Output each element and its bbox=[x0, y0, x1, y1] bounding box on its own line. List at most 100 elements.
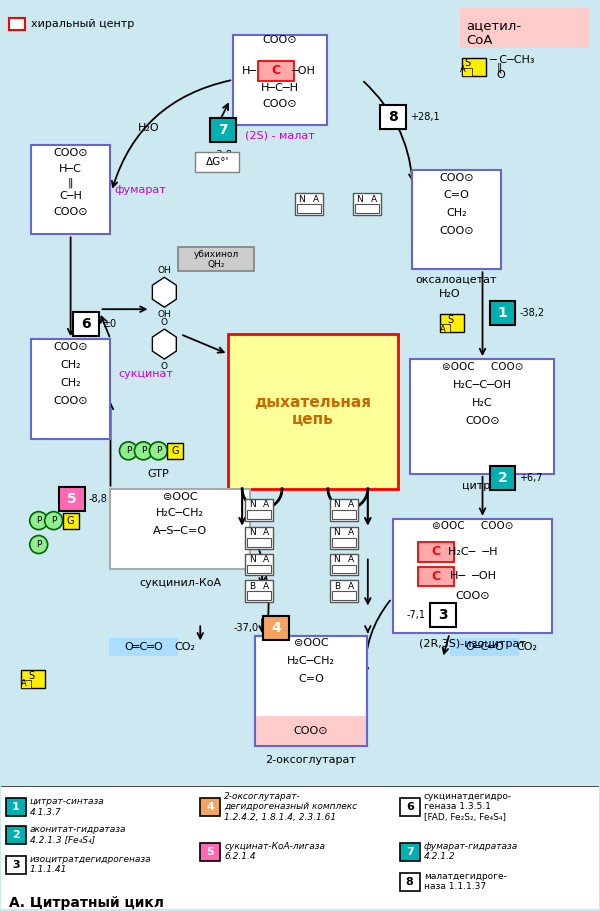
Text: O: O bbox=[161, 362, 168, 371]
Text: H₂C─CH₂: H₂C─CH₂ bbox=[287, 656, 335, 666]
Text: -7,1: -7,1 bbox=[407, 610, 425, 620]
Text: A: A bbox=[348, 528, 354, 537]
Bar bbox=[245, 554, 273, 576]
Text: (2S) - малат: (2S) - малат bbox=[245, 130, 315, 140]
Bar bbox=[330, 580, 358, 602]
Bar bbox=[400, 843, 419, 861]
Bar bbox=[460, 8, 589, 48]
Text: ацетил-
CoA: ацетил- CoA bbox=[467, 19, 521, 47]
Polygon shape bbox=[152, 329, 176, 359]
Bar bbox=[21, 681, 31, 688]
Bar bbox=[247, 509, 271, 518]
Circle shape bbox=[30, 512, 47, 529]
Text: фумарат-гидратаза
4.2.1.2: фумарат-гидратаза 4.2.1.2 bbox=[424, 842, 518, 862]
Bar bbox=[490, 466, 515, 490]
Text: ─OH: ─OH bbox=[291, 66, 315, 76]
Bar bbox=[330, 554, 358, 576]
Bar bbox=[62, 513, 79, 528]
Text: A─S─C=O: A─S─C=O bbox=[153, 526, 208, 536]
Bar bbox=[461, 57, 485, 76]
Text: 5: 5 bbox=[67, 492, 76, 506]
Text: -8,8: -8,8 bbox=[89, 494, 107, 504]
Bar bbox=[59, 486, 85, 511]
Text: C: C bbox=[431, 545, 440, 558]
Bar bbox=[330, 527, 358, 548]
Text: 2: 2 bbox=[497, 471, 508, 485]
Text: A: A bbox=[263, 500, 269, 509]
Bar bbox=[418, 541, 454, 561]
Text: 8: 8 bbox=[406, 876, 413, 886]
Text: малатдегидроге-
наза 1.1.1.37: малатдегидроге- наза 1.1.1.37 bbox=[424, 872, 506, 891]
Bar bbox=[258, 61, 294, 81]
Bar bbox=[245, 498, 273, 520]
Bar bbox=[297, 204, 321, 213]
Text: H₂O: H₂O bbox=[439, 289, 460, 299]
Text: 2: 2 bbox=[12, 830, 20, 840]
Text: 4: 4 bbox=[206, 802, 214, 812]
Text: H₂C: H₂C bbox=[472, 398, 493, 408]
Text: O═C═O: O═C═O bbox=[465, 642, 504, 652]
Text: N: N bbox=[299, 195, 305, 204]
Text: G: G bbox=[67, 516, 74, 526]
Text: оксалоацетат: оксалоацетат bbox=[416, 274, 497, 284]
Text: H₂C─  ─H: H₂C─ ─H bbox=[448, 547, 497, 557]
Text: ─ C─CH₃: ─ C─CH₃ bbox=[490, 55, 535, 65]
Bar bbox=[263, 617, 289, 640]
Text: COO⊙: COO⊙ bbox=[53, 148, 88, 158]
Bar bbox=[332, 509, 356, 518]
Bar bbox=[449, 639, 520, 656]
Bar bbox=[210, 118, 236, 141]
Text: 2-оксоглутарат: 2-оксоглутарат bbox=[266, 755, 356, 765]
Text: +6,7: +6,7 bbox=[520, 473, 543, 483]
Text: COO⊙: COO⊙ bbox=[465, 416, 500, 426]
Text: P: P bbox=[141, 446, 146, 456]
Text: 6: 6 bbox=[81, 317, 91, 332]
Text: сукцинатдегидро-
геназа 1.3.5.1
[FAD, Fe₂S₂, Fe₄S₄]: сукцинатдегидро- геназа 1.3.5.1 [FAD, Fe… bbox=[424, 792, 512, 822]
Text: P: P bbox=[51, 517, 56, 525]
Text: N: N bbox=[334, 500, 340, 509]
Circle shape bbox=[134, 442, 152, 460]
Circle shape bbox=[119, 442, 137, 460]
Text: ‖: ‖ bbox=[68, 178, 73, 188]
Bar bbox=[400, 873, 419, 891]
Text: COO⊙: COO⊙ bbox=[53, 396, 88, 406]
Text: (2R,3S)-изоцитрат: (2R,3S)-изоцитрат bbox=[419, 640, 526, 650]
Text: GTP: GTP bbox=[148, 469, 169, 479]
Bar bbox=[247, 591, 271, 600]
Text: дыхательная
цепь: дыхательная цепь bbox=[254, 394, 371, 427]
Text: C=O: C=O bbox=[443, 190, 470, 200]
Text: COO⊙: COO⊙ bbox=[263, 35, 298, 45]
Text: S: S bbox=[29, 671, 35, 681]
Bar bbox=[330, 498, 358, 520]
Bar bbox=[73, 312, 98, 336]
Text: изоцитратдегидрогеназа
1.1.1.41: изоцитратдегидрогеназа 1.1.1.41 bbox=[30, 855, 151, 875]
Text: ⊜OOC     COO⊙: ⊜OOC COO⊙ bbox=[442, 362, 523, 372]
Bar bbox=[200, 798, 220, 816]
Text: хиральный центр: хиральный центр bbox=[31, 19, 134, 29]
Text: H₂C─CH₂: H₂C─CH₂ bbox=[157, 507, 205, 517]
Bar bbox=[393, 518, 553, 633]
Text: -37,0: -37,0 bbox=[234, 623, 259, 633]
Text: CH₂: CH₂ bbox=[60, 378, 81, 388]
Bar bbox=[430, 603, 455, 628]
Text: O: O bbox=[490, 70, 505, 80]
Text: S: S bbox=[448, 315, 454, 325]
Text: 4: 4 bbox=[271, 621, 281, 635]
Bar bbox=[110, 488, 250, 568]
Text: ⊜OOC     COO⊙: ⊜OOC COO⊙ bbox=[432, 520, 513, 530]
Bar bbox=[418, 567, 454, 587]
Bar bbox=[233, 35, 327, 125]
Text: 8: 8 bbox=[388, 109, 398, 124]
Text: сукцинат: сукцинат bbox=[118, 369, 173, 379]
Bar bbox=[167, 443, 184, 459]
Bar bbox=[31, 339, 110, 439]
Text: A: A bbox=[313, 195, 319, 204]
Text: 1: 1 bbox=[12, 802, 20, 812]
Bar bbox=[1, 786, 599, 908]
Bar bbox=[255, 716, 367, 746]
Bar bbox=[410, 359, 554, 474]
Text: A: A bbox=[348, 582, 354, 591]
Text: COO⊙: COO⊙ bbox=[455, 591, 490, 601]
Text: 6: 6 bbox=[406, 802, 413, 812]
Text: O═C═O: O═C═O bbox=[124, 642, 163, 652]
